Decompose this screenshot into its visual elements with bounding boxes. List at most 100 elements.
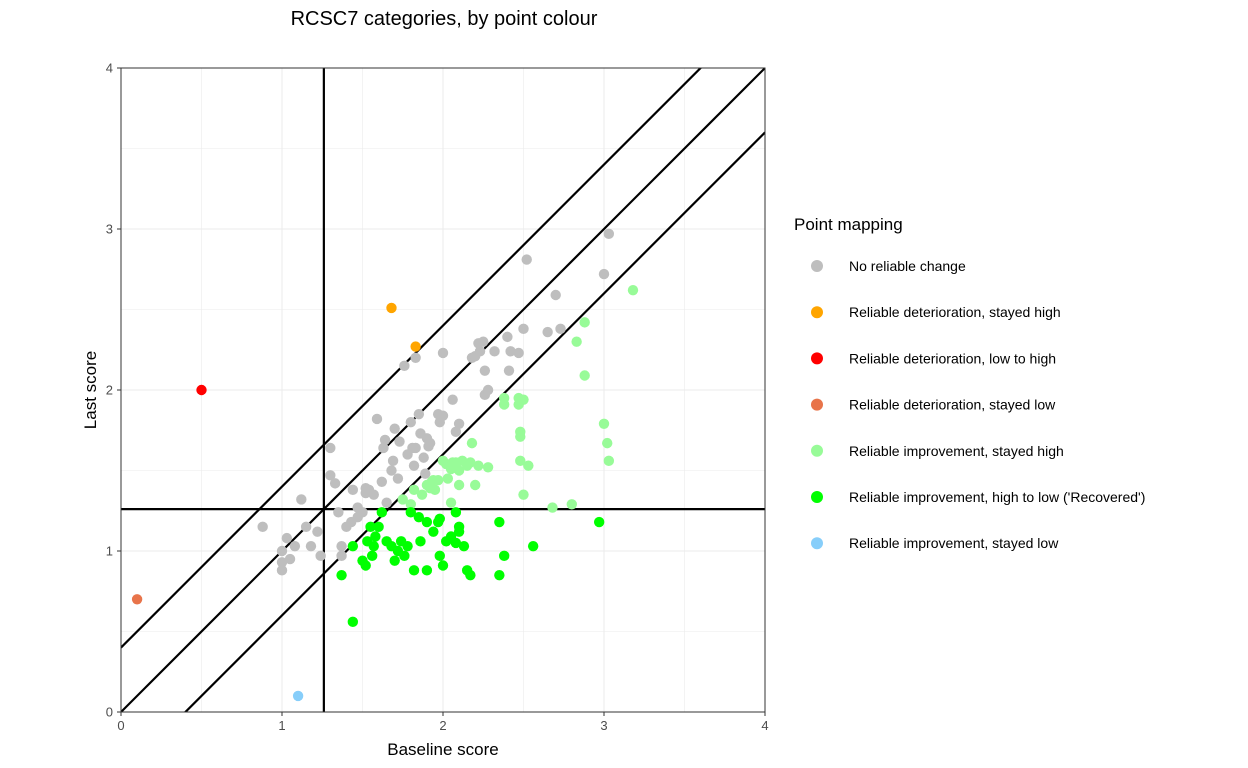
data-point (434, 513, 445, 524)
legend-label: No reliable change (849, 258, 966, 274)
legend-swatch (811, 260, 823, 272)
data-point (505, 346, 516, 357)
data-point (437, 347, 449, 359)
y-tick-label: 3 (106, 222, 113, 237)
data-point (394, 436, 405, 447)
data-point (453, 479, 465, 491)
data-point (347, 540, 359, 552)
x-tick-label: 1 (278, 718, 285, 733)
data-point (376, 476, 388, 487)
data-point (399, 360, 410, 372)
legend-swatch (811, 398, 823, 411)
data-point (284, 553, 296, 565)
axis-ticks: 0 1 2 3 4 0 1 2 3 4 (106, 61, 769, 734)
x-tick-label: 4 (761, 718, 768, 733)
data-point (579, 317, 590, 328)
data-point (410, 341, 421, 352)
data-point (289, 540, 301, 552)
data-point (421, 565, 433, 576)
data-point (518, 323, 529, 335)
legend: Point mapping No reliable change Reliable… (794, 215, 1145, 551)
data-point (470, 479, 481, 491)
data-point (521, 254, 532, 265)
x-tick-label: 0 (117, 718, 124, 733)
data-point (405, 507, 416, 518)
data-point (479, 365, 491, 376)
data-point (347, 484, 359, 496)
data-point (513, 347, 524, 359)
data-point (329, 478, 341, 489)
data-point (465, 457, 476, 468)
upper-rci-line (121, 68, 703, 649)
series-1 (386, 302, 421, 352)
data-point (465, 569, 476, 581)
data-point (450, 426, 462, 438)
data-point (413, 408, 425, 420)
legend-swatch (811, 537, 823, 550)
legend-label: Reliable improvement, stayed low (849, 535, 1059, 551)
data-point (276, 545, 288, 557)
data-point (315, 550, 326, 562)
data-point (357, 507, 368, 518)
data-point (598, 418, 610, 430)
data-point (312, 526, 323, 537)
data-point (453, 521, 465, 533)
data-point (418, 452, 429, 463)
data-point (408, 460, 420, 471)
series-6 (292, 690, 304, 702)
data-point (434, 550, 445, 562)
data-point (389, 555, 400, 566)
series-5 (336, 507, 605, 628)
data-point (566, 499, 577, 510)
data-point (405, 499, 416, 510)
series-4 (397, 284, 639, 513)
data-point (415, 536, 426, 547)
y-axis-title: Last score (81, 351, 100, 429)
data-point (473, 460, 484, 471)
legend-label: Reliable deterioration, stayed high (849, 304, 1061, 320)
data-point (281, 532, 293, 544)
legend-swatch (811, 306, 823, 319)
data-point (437, 410, 449, 421)
data-point (518, 394, 529, 405)
data-point (498, 399, 510, 410)
data-point (445, 497, 457, 508)
x-tick-label: 2 (439, 718, 446, 733)
data-point (598, 268, 610, 280)
data-point (386, 465, 397, 476)
data-point (325, 470, 336, 481)
data-point (542, 326, 553, 338)
data-point (450, 507, 462, 518)
data-point (408, 484, 420, 496)
data-point (392, 473, 404, 484)
legend-label: Reliable improvement, high to low ('Reco… (849, 489, 1145, 505)
data-point (515, 426, 526, 438)
data-point (196, 384, 207, 396)
series-0 (257, 228, 615, 576)
identity-line (121, 68, 765, 712)
data-point (379, 434, 391, 446)
data-point (399, 550, 410, 562)
data-point (336, 540, 347, 552)
data-point (482, 384, 494, 396)
data-point (336, 550, 347, 562)
data-point (593, 516, 605, 528)
data-point (453, 465, 465, 476)
y-tick-label: 1 (106, 544, 113, 559)
x-axis-title: Baseline score (387, 740, 499, 759)
data-point (502, 331, 513, 343)
data-point (378, 442, 389, 454)
data-point (437, 560, 449, 571)
data-point (365, 521, 376, 533)
legend-label: Reliable deterioration, stayed low (849, 397, 1056, 413)
data-point (494, 569, 505, 581)
legend-label: Reliable improvement, stayed high (849, 443, 1064, 459)
data-point (555, 323, 566, 335)
chart-title: RCSC7 categories, by point colour (291, 8, 598, 30)
data-point (494, 516, 505, 528)
data-point (325, 442, 336, 454)
series-2 (196, 384, 207, 396)
data-point (360, 560, 371, 571)
data-point (550, 289, 561, 301)
